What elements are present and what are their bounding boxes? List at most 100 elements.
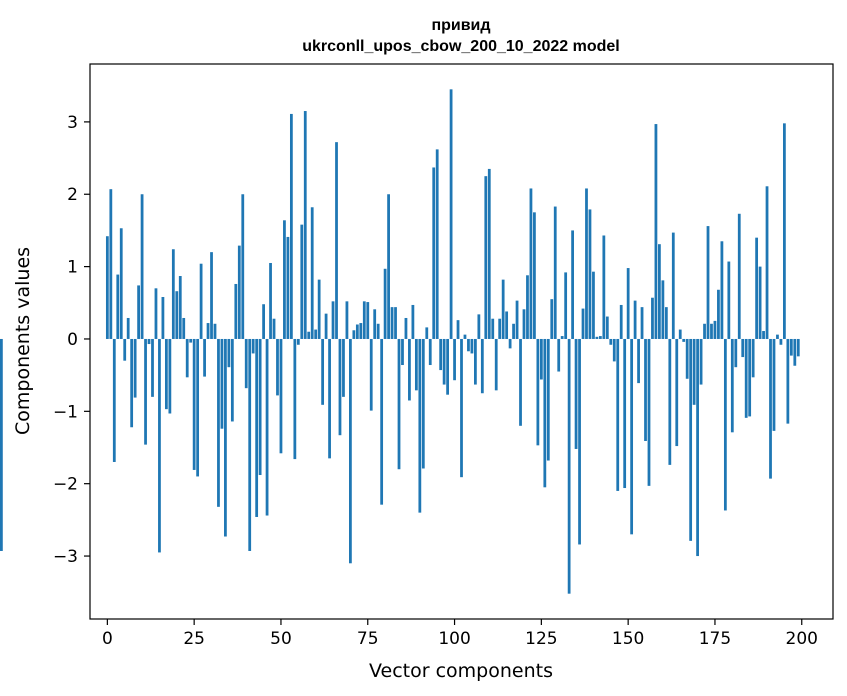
bar (119, 228, 123, 339)
bar (595, 336, 599, 339)
bar (651, 297, 654, 339)
bar (546, 338, 550, 461)
bar (491, 318, 495, 339)
bar (685, 338, 689, 379)
bar (376, 323, 380, 339)
bar (675, 338, 679, 447)
bar (585, 188, 588, 339)
bar (262, 304, 265, 339)
bar (734, 338, 738, 368)
bar (220, 338, 224, 429)
bar (345, 301, 349, 339)
bar (414, 338, 418, 391)
bar (710, 323, 713, 339)
bar (283, 220, 286, 339)
bar (404, 317, 408, 339)
bar (244, 338, 248, 389)
bar (581, 308, 585, 339)
bar (199, 263, 203, 339)
bar (748, 338, 752, 417)
bar (526, 275, 529, 339)
bar (682, 338, 686, 342)
bar (717, 289, 720, 339)
bar (258, 338, 262, 476)
bar (637, 338, 640, 384)
bar (227, 338, 231, 368)
bar (543, 338, 547, 488)
bar (224, 338, 227, 537)
bar (789, 338, 793, 356)
bar (713, 320, 717, 339)
x-tick-label: 25 (183, 629, 205, 649)
bar (505, 311, 509, 339)
bar (133, 338, 137, 398)
bar (529, 188, 533, 339)
bar (126, 317, 130, 339)
bar (359, 323, 363, 339)
bar (241, 194, 245, 339)
bar (484, 176, 488, 339)
bar (286, 236, 290, 339)
y-tick-label: 0 (67, 330, 78, 350)
bar (501, 279, 505, 339)
bar (321, 338, 325, 405)
bar (796, 338, 800, 357)
bar (522, 309, 526, 339)
bar (154, 288, 158, 339)
bar (310, 207, 314, 339)
bar (355, 324, 359, 339)
bar (602, 235, 606, 339)
bar (408, 338, 411, 401)
y-tick-label: −3 (53, 547, 78, 567)
chart-title-group: привид ukrconll_upos_cbow_200_10_2022 mo… (302, 17, 619, 55)
bar (439, 338, 443, 371)
bar (366, 302, 370, 339)
bar (512, 323, 515, 339)
bar (737, 213, 741, 339)
chart-title: привид (431, 17, 490, 34)
x-tick-label: 75 (357, 629, 379, 649)
bar (533, 212, 536, 339)
y-tick-label: −2 (53, 475, 78, 495)
bar (609, 338, 613, 345)
bar (369, 338, 373, 411)
bar (783, 123, 786, 339)
y-tick-label: −1 (53, 402, 78, 422)
bar (314, 329, 318, 339)
bar (112, 338, 116, 462)
x-tick-label: 150 (612, 629, 644, 649)
bar (251, 338, 255, 354)
bar (487, 168, 491, 339)
bar (421, 338, 425, 469)
x-tick-label: 50 (270, 629, 292, 649)
bar (335, 142, 338, 339)
bar (644, 338, 647, 441)
bar (425, 327, 429, 339)
bar (668, 338, 672, 465)
bar (435, 149, 439, 339)
bar (494, 338, 498, 391)
bar (671, 232, 675, 339)
y-tick-label: 3 (67, 113, 78, 133)
bar (765, 186, 769, 339)
bar (519, 338, 522, 426)
bar (276, 338, 279, 396)
bar (696, 338, 699, 557)
bar (536, 338, 540, 446)
bar (324, 313, 328, 339)
bar (564, 272, 568, 339)
bar (453, 338, 456, 381)
bar (349, 338, 352, 564)
bar (151, 338, 154, 397)
bar (317, 279, 321, 339)
bar (182, 317, 186, 339)
bar (449, 89, 453, 339)
bar (550, 299, 554, 339)
bars-group (0, 89, 800, 594)
chart-subtitle: ukrconll_upos_cbow_200_10_2022 model (302, 38, 619, 55)
x-tick-label: 200 (786, 629, 818, 649)
bar (699, 338, 703, 385)
bar (786, 338, 790, 424)
bar (158, 338, 161, 553)
bar (605, 316, 609, 339)
